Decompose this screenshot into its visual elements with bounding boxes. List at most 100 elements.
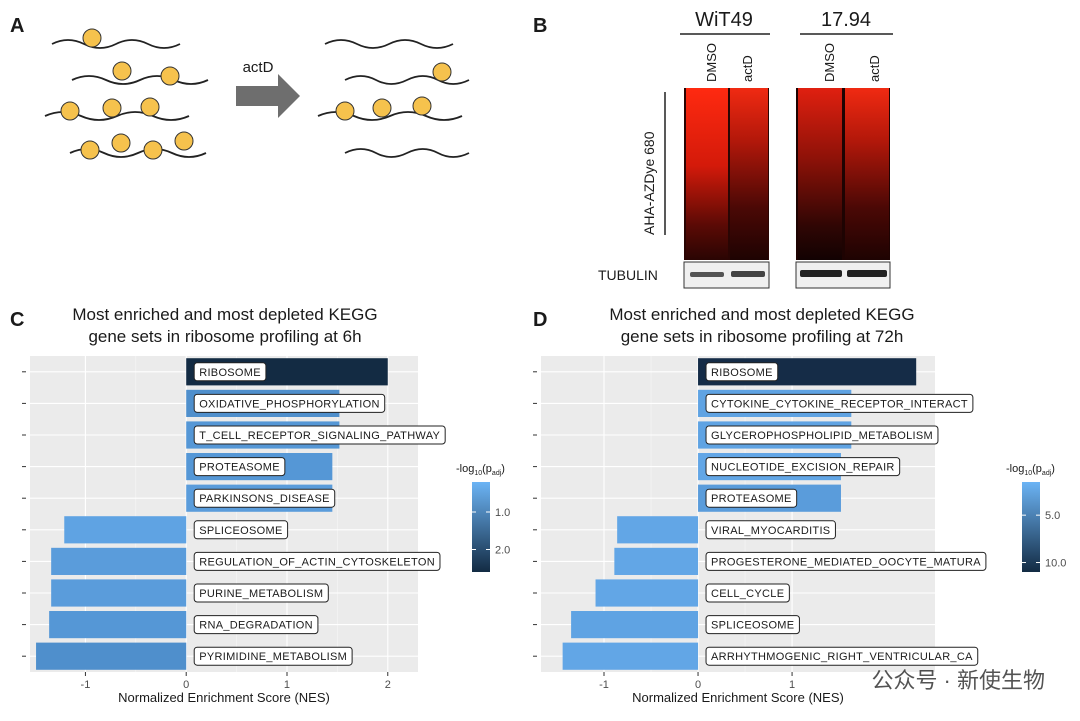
bar-label: PARKINSONS_DISEASE bbox=[199, 493, 330, 505]
colorbar-label: 1.0 bbox=[495, 507, 510, 519]
x-tick-label: 1 bbox=[789, 679, 795, 691]
label-box bbox=[193, 615, 319, 635]
lane-label: DMSO bbox=[822, 43, 837, 82]
label-box bbox=[705, 393, 974, 413]
legend-title-part: -log bbox=[1006, 463, 1024, 475]
bar-label: PROTEASOME bbox=[199, 462, 280, 474]
bar bbox=[617, 516, 699, 544]
bar-label: ARRHYTHMOGENIC_RIGHT_VENTRICULAR_CA bbox=[711, 651, 973, 663]
panel-letter: D bbox=[533, 309, 547, 331]
colorbar-label: 2.0 bbox=[495, 545, 510, 557]
label-box bbox=[193, 425, 446, 445]
label-box bbox=[193, 520, 289, 540]
x-axis-label: Normalized Enrichment Score (NES) bbox=[118, 690, 330, 705]
label-box bbox=[705, 362, 779, 382]
bar-label: RNA_DEGRADATION bbox=[199, 620, 313, 632]
band bbox=[690, 272, 724, 277]
lane-label: actD bbox=[867, 55, 882, 82]
colorbar bbox=[1022, 482, 1040, 572]
arrow-label: actD bbox=[243, 59, 274, 76]
bar-label: GLYCEROPHOSPHOLIPID_METABOLISM bbox=[711, 430, 933, 442]
label-box bbox=[193, 457, 286, 477]
legend-title-part: adj bbox=[1042, 470, 1052, 477]
blot-lane bbox=[845, 88, 889, 260]
label-box bbox=[705, 583, 790, 603]
colorbar-label: 5.0 bbox=[1045, 510, 1060, 522]
label-box bbox=[705, 551, 987, 571]
label-box bbox=[193, 646, 353, 666]
x-tick-label: 1 bbox=[284, 679, 290, 691]
colorbar bbox=[472, 482, 490, 572]
group-label: WiT49 bbox=[695, 9, 753, 31]
label-box bbox=[193, 488, 336, 508]
bar bbox=[36, 642, 187, 670]
bar-label: OXIDATIVE_PHOSPHORYLATION bbox=[199, 398, 380, 410]
bar-label: RIBOSOME bbox=[199, 367, 261, 379]
bar-label: RIBOSOME bbox=[711, 367, 773, 379]
band bbox=[731, 271, 765, 277]
label-box bbox=[705, 488, 798, 508]
lane-label: DMSO bbox=[704, 43, 719, 82]
band bbox=[847, 270, 887, 277]
bar-label: PURINE_METABOLISM bbox=[199, 588, 323, 600]
blot-y-label: AHA-AZDye 680 bbox=[641, 131, 657, 235]
bar-label: VIRAL_MYOCARDITIS bbox=[711, 525, 830, 537]
legend-title-part: ) bbox=[1051, 463, 1055, 475]
legend-title-part: 10 bbox=[1024, 470, 1032, 477]
panel-letter: C bbox=[10, 309, 24, 331]
lane-label: actD bbox=[740, 55, 755, 82]
chart: Most enriched and most depleted KEGG gene… bbox=[22, 305, 510, 705]
x-tick-label: -1 bbox=[599, 679, 609, 691]
legend-title-part: adj bbox=[492, 470, 502, 477]
bar-label: SPLICEOSOME bbox=[199, 525, 282, 537]
bar-label: PYRIMIDINE_METABOLISM bbox=[199, 651, 347, 663]
colorbar-label: 10.0 bbox=[1045, 558, 1066, 570]
arrow bbox=[236, 74, 300, 118]
band bbox=[800, 270, 842, 277]
chart-title: Most enriched and most depleted KEGG bbox=[72, 305, 377, 324]
x-tick-label: -1 bbox=[81, 679, 91, 691]
bar bbox=[571, 611, 699, 639]
bar bbox=[49, 611, 187, 639]
bar bbox=[562, 642, 699, 670]
label-box bbox=[193, 393, 386, 413]
chart: Most enriched and most depleted KEGG gene… bbox=[533, 305, 1066, 705]
label-box bbox=[705, 646, 979, 666]
bar bbox=[614, 547, 699, 575]
panel-letter: B bbox=[533, 15, 547, 37]
x-tick-label: 0 bbox=[695, 679, 701, 691]
label-box bbox=[193, 362, 267, 382]
bar-label: PROGESTERONE_MEDIATED_OOCYTE_MATURA bbox=[711, 556, 981, 568]
blot-lane bbox=[730, 88, 768, 260]
x-tick-label: 2 bbox=[385, 679, 391, 691]
label-box bbox=[705, 457, 901, 477]
label-box bbox=[705, 520, 836, 540]
group-label: 17.94 bbox=[821, 9, 871, 31]
legend-title-part: ) bbox=[501, 463, 505, 475]
legend-title: -log10(padj) bbox=[456, 463, 505, 477]
bar-label: PROTEASOME bbox=[711, 493, 792, 505]
x-tick-label: 0 bbox=[183, 679, 189, 691]
bar-label: T_CELL_RECEPTOR_SIGNALING_PATHWAY bbox=[199, 430, 440, 442]
legend-title-part: (p bbox=[482, 463, 492, 475]
label-box bbox=[705, 425, 939, 445]
bar-label: SPLICEOSOME bbox=[711, 620, 794, 632]
chart-title: gene sets in ribosome profiling at 6h bbox=[88, 327, 361, 346]
panel-letter: A bbox=[10, 15, 24, 37]
loading-label: TUBULIN bbox=[598, 267, 658, 283]
bar bbox=[51, 547, 187, 575]
blot-lane bbox=[798, 88, 842, 260]
bar-label: NUCLEOTIDE_EXCISION_REPAIR bbox=[711, 462, 895, 474]
legend-title-part: 10 bbox=[474, 470, 482, 477]
bar bbox=[595, 579, 699, 607]
label-box bbox=[193, 551, 441, 571]
bar-label: REGULATION_OF_ACTIN_CYTOSKELETON bbox=[199, 556, 435, 568]
bar-label: CYTOKINE_CYTOKINE_RECEPTOR_INTERACT bbox=[711, 398, 968, 410]
chart-title: gene sets in ribosome profiling at 72h bbox=[621, 327, 904, 346]
x-axis-label: Normalized Enrichment Score (NES) bbox=[632, 690, 844, 705]
bar bbox=[51, 579, 187, 607]
legend-title-part: -log bbox=[456, 463, 474, 475]
watermark: 公众号 · 新使生物 bbox=[871, 668, 1045, 693]
